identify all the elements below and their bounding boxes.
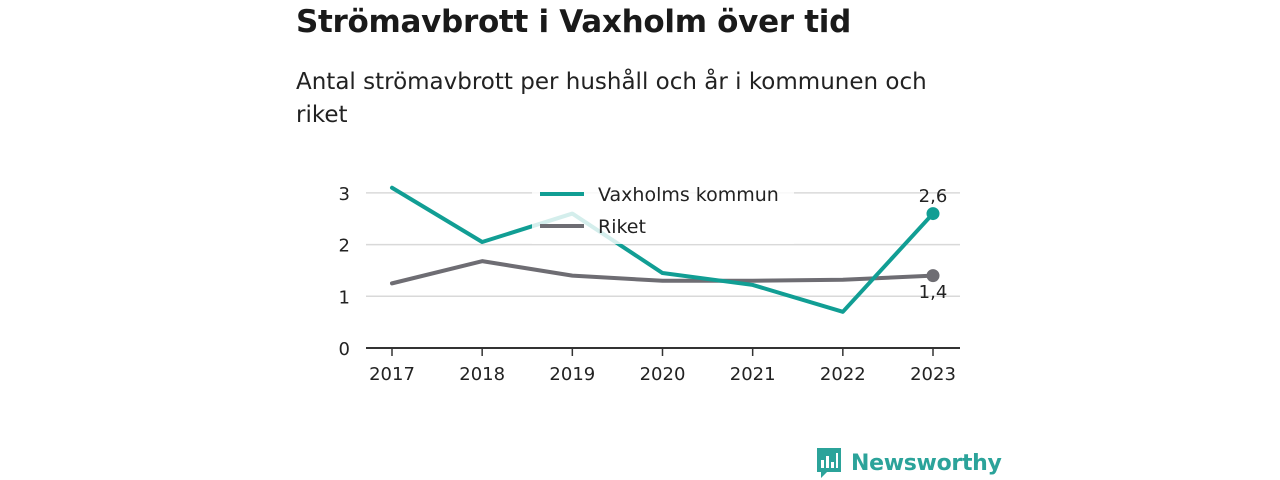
y-tick-labels: 0 1 2 3 <box>339 184 350 360</box>
end-point-riket <box>926 269 940 283</box>
end-label-vaxholm: 2,6 <box>919 186 948 207</box>
y-tick-label: 3 <box>339 184 350 205</box>
legend-label: Riket <box>598 216 646 238</box>
end-labels: 2,6 1,4 <box>919 186 948 303</box>
newsworthy-logo: Newsworthy <box>815 446 1002 480</box>
end-label-riket: 1,4 <box>919 282 948 303</box>
legend: Vaxholms kommun Riket <box>532 176 794 244</box>
brand-name: Newsworthy <box>851 450 1002 476</box>
x-tick-label: 2017 <box>369 364 415 385</box>
y-tick-label: 0 <box>339 339 350 360</box>
x-tick-label: 2020 <box>640 364 686 385</box>
series-line-riket <box>390 259 935 286</box>
legend-box <box>532 176 794 244</box>
y-tick-label: 1 <box>339 287 350 308</box>
series <box>390 185 940 314</box>
x-tick-label: 2018 <box>459 364 505 385</box>
chart-subtitle: Antal strömavbrott per hushåll och år i … <box>296 69 927 128</box>
x-tick-label: 2021 <box>730 364 776 385</box>
newsworthy-icon <box>817 448 841 478</box>
end-point-vaxholm <box>926 207 940 221</box>
chart-title: Strömavbrott i Vaxholm över tid <box>296 4 852 40</box>
x-tick-label: 2022 <box>820 364 866 385</box>
x-axis <box>366 347 960 356</box>
x-tick-labels: 2017 2018 2019 2020 2021 2022 2023 <box>369 364 956 385</box>
y-tick-label: 2 <box>339 236 350 257</box>
legend-label: Vaxholms kommun <box>598 184 779 206</box>
series-line-vaxholm <box>390 185 935 314</box>
x-tick-label: 2019 <box>549 364 595 385</box>
x-tick-label: 2023 <box>910 364 956 385</box>
